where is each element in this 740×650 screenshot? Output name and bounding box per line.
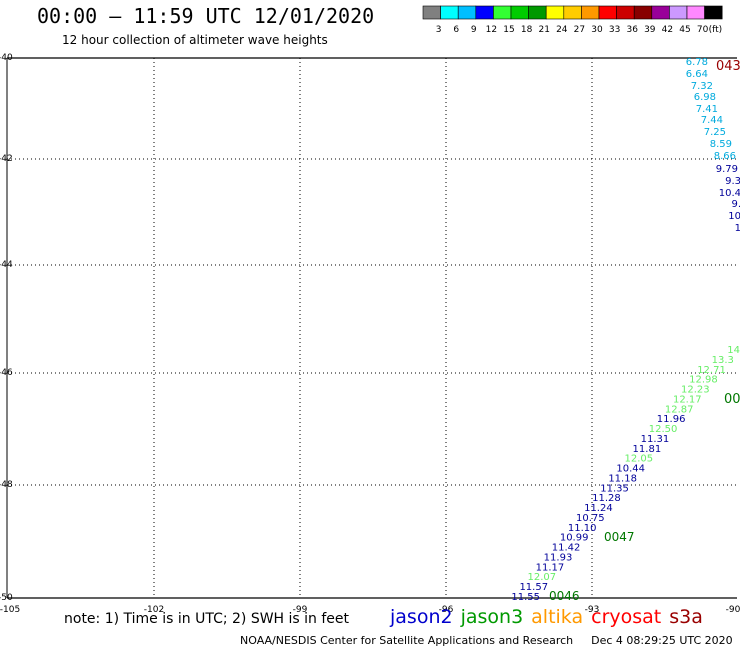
- colorbar-swatch: [704, 5, 723, 20]
- swh-value: 12.87: [665, 404, 694, 415]
- colorbar-label: 18: [521, 25, 533, 35]
- swh-value: 12.05: [624, 454, 653, 465]
- pass-time-label: 043: [716, 59, 740, 74]
- swh-value: 8.66: [714, 151, 736, 162]
- lon-label: -96: [439, 605, 454, 615]
- swh-value: 11.28: [592, 493, 621, 504]
- lat-label: -46: [0, 368, 13, 378]
- swh-value: 12.07: [528, 572, 557, 583]
- colorbar-label: 12: [486, 25, 497, 35]
- swh-value: 11.96: [657, 414, 686, 425]
- lon-label: -99: [293, 605, 308, 615]
- swh-value: 1: [735, 223, 740, 234]
- units-note: note: 1) Time is in UTC; 2) SWH is in fe…: [64, 611, 350, 627]
- colorbar-label: 36: [626, 25, 638, 35]
- swh-value: 14: [727, 345, 740, 356]
- swh-value: 6.98: [694, 92, 716, 103]
- colorbar-label: (ft): [709, 25, 723, 35]
- lat-label: -50: [0, 593, 13, 603]
- colorbar-label: 33: [609, 25, 620, 35]
- colorbar-label: 39: [644, 25, 656, 35]
- swh-value: 9.3: [725, 176, 740, 187]
- swh-value: 12.71: [697, 365, 726, 376]
- colorbar-label: 24: [556, 25, 568, 35]
- swh-value: 10.99: [560, 533, 589, 544]
- lon-label: -90: [726, 605, 740, 615]
- colorbar-label: 15: [503, 25, 514, 35]
- colorbar-label: 42: [662, 25, 673, 35]
- footer-timestamp: Dec 4 08:29:25 UTC 2020: [591, 634, 733, 647]
- lat-label: -40: [0, 53, 13, 63]
- swh-value: 7.41: [696, 104, 718, 115]
- swh-value: 12.23: [681, 385, 710, 396]
- swh-value: 12.17: [673, 394, 702, 405]
- colorbar-label: 30: [591, 25, 603, 35]
- swh-value: 11.93: [544, 552, 573, 563]
- footer-credit: NOAA/NESDIS Center for Satellite Applica…: [240, 634, 574, 647]
- colorbar-label: 9: [471, 25, 477, 35]
- swh-value: 11.24: [584, 503, 613, 514]
- colorbar-label: 21: [538, 25, 549, 35]
- page-title: 00:00 – 11:59 UTC 12/01/2020: [37, 4, 375, 28]
- pass-time-label: 00: [724, 392, 740, 407]
- pass-time-label: 0047: [604, 530, 635, 544]
- swh-value: 11.42: [552, 543, 581, 554]
- swh-value: 10: [728, 211, 740, 222]
- swh-value: 9.79: [716, 164, 738, 175]
- satellite-jason3: jason3: [460, 606, 524, 628]
- swh-value: 11.31: [641, 434, 670, 445]
- colorbar-label: 6: [453, 25, 459, 35]
- swh-value: 6.78: [686, 57, 708, 68]
- satellite-cryosat: cryosat: [591, 606, 662, 628]
- lon-label: -93: [585, 605, 600, 615]
- swh-value: 7.25: [704, 127, 726, 138]
- swh-value: 11.55: [511, 592, 540, 603]
- swh-value: 7.32: [691, 81, 713, 92]
- swh-value: 11.18: [608, 473, 637, 484]
- lon-label: -105: [0, 605, 20, 615]
- colorbar-label: 45: [679, 25, 690, 35]
- swh-value: 10.4: [719, 188, 740, 199]
- swh-value: 8.59: [710, 139, 732, 150]
- satellite-legend: jason2 jason3 altika cryosat s3a: [390, 606, 711, 628]
- swh-value: 6.64: [686, 69, 708, 80]
- lat-label: -48: [0, 480, 13, 490]
- swh-value: 12.98: [689, 375, 718, 386]
- swh-value: 10.44: [616, 464, 645, 475]
- satellite-altika: altika: [531, 606, 584, 628]
- swh-value: 9.: [731, 199, 740, 210]
- satellite-s3a: s3a: [669, 606, 703, 628]
- pass-time-label: 0046: [549, 589, 580, 603]
- footer: NOAA/NESDIS Center for Satellite Applica…: [240, 634, 733, 647]
- lat-label: -42: [0, 154, 13, 164]
- swh-value: 11.81: [633, 444, 662, 455]
- colorbar-label: 27: [574, 25, 585, 35]
- swh-value: 13.3: [712, 355, 734, 366]
- lon-label: -102: [144, 605, 164, 615]
- lat-label: -44: [0, 260, 13, 270]
- swh-value: 11.35: [600, 483, 629, 494]
- swh-value: 11.10: [568, 523, 597, 534]
- swh-value: 10.75: [576, 513, 605, 524]
- colorbar-label: 3: [436, 25, 442, 35]
- swh-value: 12.50: [649, 424, 678, 435]
- swh-value: 11.17: [536, 562, 565, 573]
- colorbar-label: 70: [697, 25, 709, 35]
- swh-value: 7.44: [701, 115, 723, 126]
- page-subtitle: 12 hour collection of altimeter wave hei…: [62, 33, 328, 47]
- satellite-jason2: jason2: [390, 606, 453, 628]
- color-scale-legend: 3 6 9 12 15 18 21 24 27 30 33 36 39 42 45 70 (ft): [422, 5, 723, 35]
- swh-value: 11.57: [519, 582, 548, 593]
